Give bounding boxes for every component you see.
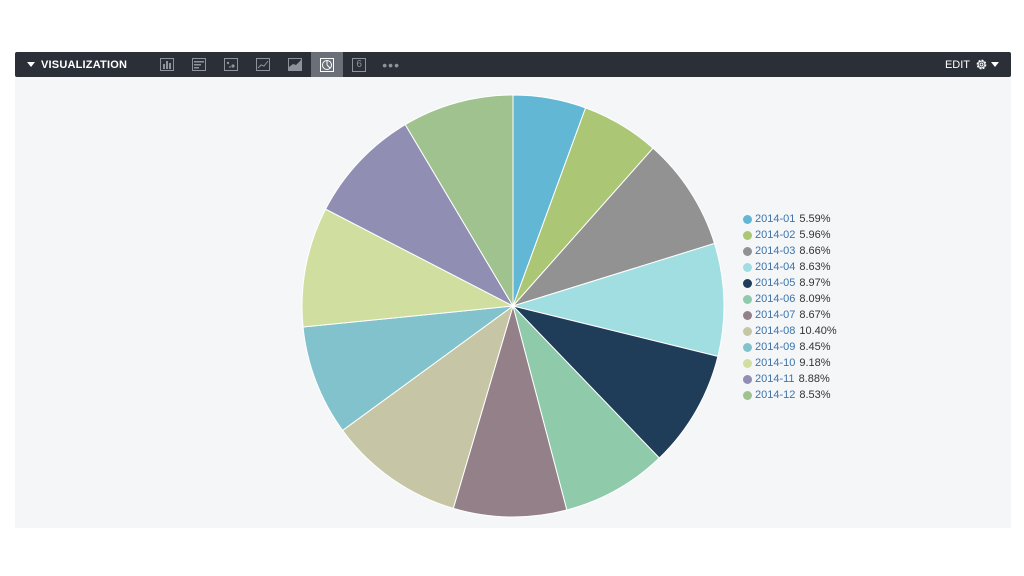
legend-label: 2014-02 — [755, 229, 796, 241]
legend-value: 8.66% — [799, 245, 831, 257]
legend-label: 2014-11 — [755, 373, 795, 385]
legend-swatch — [743, 246, 752, 256]
legend-label: 2014-01 — [755, 213, 796, 225]
legend-swatch — [743, 374, 752, 384]
legend-item-2014-02[interactable]: 2014-02 5.96% — [743, 227, 837, 243]
line-chart-icon — [256, 58, 271, 71]
legend-label: 2014-06 — [755, 293, 796, 305]
more-icon: ••• — [382, 56, 400, 73]
pie-slice-2014-06[interactable] — [512, 304, 661, 511]
legend-label: 2014-10 — [755, 357, 796, 369]
legend-label: 2014-12 — [755, 389, 796, 401]
bar-chart-icon — [192, 58, 207, 71]
chart-legend: 2014-01 5.59% 2014-02 5.96% 2014-03 8.66% 2014… — [743, 211, 837, 403]
pie-slice-2014-08[interactable] — [341, 304, 514, 510]
legend-item-2014-12[interactable]: 2014-12 8.53% — [743, 387, 837, 403]
single-value-icon: 6 — [352, 57, 367, 72]
legend-label: 2014-05 — [755, 277, 796, 289]
legend-item-2014-03[interactable]: 2014-03 8.66% — [743, 243, 837, 259]
legend-item-2014-04[interactable]: 2014-04 8.63% — [743, 259, 837, 275]
chevron-down-icon — [991, 62, 999, 67]
area-chart-icon — [288, 58, 303, 71]
gear-icon — [976, 59, 987, 70]
pie-slice-2014-09[interactable] — [302, 305, 515, 432]
legend-swatch — [743, 310, 752, 320]
bar-chart-button[interactable] — [183, 52, 215, 77]
legend-item-2014-08[interactable]: 2014-08 10.40% — [743, 323, 837, 339]
legend-value: 8.45% — [799, 341, 831, 353]
legend-item-2014-06[interactable]: 2014-06 8.09% — [743, 291, 837, 307]
visualization-panel: VISUALIZATION — [15, 52, 1011, 528]
legend-value: 8.53% — [799, 389, 831, 401]
visualization-title: VISUALIZATION — [41, 58, 128, 71]
legend-item-2014-11[interactable]: 2014-11 8.88% — [743, 371, 837, 387]
legend-item-2014-07[interactable]: 2014-07 8.67% — [743, 307, 837, 323]
visualization-collapse-toggle[interactable]: VISUALIZATION — [27, 52, 127, 77]
legend-value: 9.18% — [799, 357, 831, 369]
legend-value: 8.88% — [798, 373, 830, 385]
caret-down-icon — [27, 62, 35, 67]
legend-swatch — [743, 390, 752, 400]
legend-swatch — [743, 326, 752, 336]
visualization-toolbar: VISUALIZATION — [15, 52, 1011, 77]
legend-label: 2014-08 — [755, 325, 796, 337]
pie-chart-icon — [320, 57, 335, 72]
pie-slice-2014-11[interactable] — [324, 123, 515, 308]
legend-swatch — [743, 230, 752, 240]
legend-value: 8.09% — [799, 293, 831, 305]
legend-value: 8.97% — [799, 277, 831, 289]
chart-type-selector: 6 ••• — [151, 52, 407, 77]
legend-item-2014-09[interactable]: 2014-09 8.45% — [743, 339, 837, 355]
pie-slice-2014-03[interactable] — [511, 147, 716, 308]
area-chart-button[interactable] — [279, 52, 311, 77]
legend-swatch — [743, 358, 752, 368]
pie-chart-button[interactable] — [311, 52, 344, 77]
column-chart-icon — [160, 58, 175, 71]
legend-swatch — [743, 342, 752, 352]
scatter-chart-icon — [224, 58, 239, 71]
edit-button[interactable]: EDIT — [945, 58, 999, 71]
legend-item-2014-10[interactable]: 2014-10 9.18% — [743, 355, 837, 371]
legend-swatch — [743, 294, 752, 304]
legend-value: 10.40% — [799, 325, 837, 337]
pie-slice-2014-04[interactable] — [511, 242, 725, 357]
legend-value: 8.67% — [799, 309, 831, 321]
pie-slice-2014-10[interactable] — [301, 208, 515, 328]
legend-swatch — [743, 262, 752, 272]
legend-swatch — [743, 278, 752, 288]
legend-item-2014-01[interactable]: 2014-01 5.59% — [743, 211, 837, 227]
pie-slice-2014-12[interactable] — [404, 94, 514, 308]
legend-value: 8.63% — [799, 261, 831, 273]
legend-swatch — [743, 214, 752, 224]
single-value-button[interactable]: 6 — [343, 52, 375, 77]
pie-slice-2014-05[interactable] — [511, 305, 719, 459]
legend-label: 2014-04 — [755, 261, 796, 273]
more-button[interactable]: ••• — [375, 52, 407, 77]
legend-value: 5.59% — [799, 213, 831, 225]
pie-chart — [301, 94, 725, 518]
column-chart-button[interactable] — [151, 52, 183, 77]
pie-slice-2014-07[interactable] — [452, 304, 568, 518]
legend-label: 2014-09 — [755, 341, 796, 353]
legend-label: 2014-03 — [755, 245, 796, 257]
legend-label: 2014-07 — [755, 309, 796, 321]
line-chart-button[interactable] — [247, 52, 279, 77]
legend-value: 5.96% — [799, 229, 831, 241]
legend-item-2014-05[interactable]: 2014-05 8.97% — [743, 275, 837, 291]
scatter-chart-button[interactable] — [215, 52, 247, 77]
edit-label: EDIT — [944, 58, 970, 71]
